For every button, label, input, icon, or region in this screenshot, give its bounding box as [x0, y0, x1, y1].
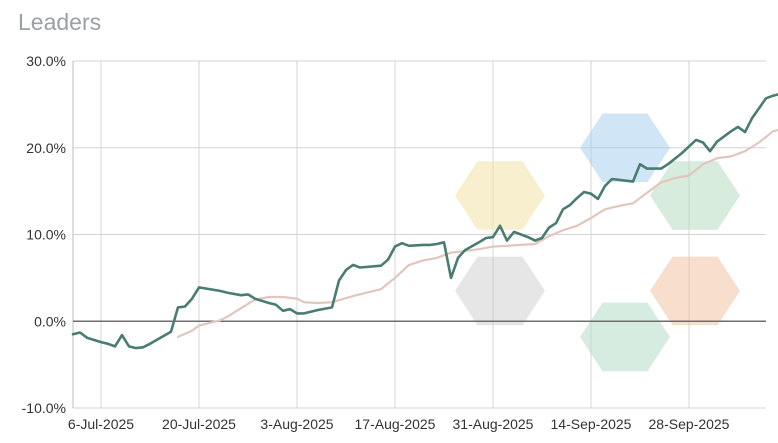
x-tick-label: 17-Aug-2025: [355, 416, 436, 432]
y-tick-label: 10.0%: [26, 227, 66, 243]
hexagon-decoration: [455, 161, 545, 230]
x-tick-label: 3-Aug-2025: [260, 416, 333, 432]
hexagon-decoration: [455, 256, 545, 326]
hexagon-decoration: [580, 113, 670, 182]
grid-layer: [72, 60, 766, 409]
y-tick-labels: -10.0% 0.0% 10.0% 20.0% 30.0%: [22, 53, 66, 416]
x-tick-label: 31-Aug-2025: [453, 416, 534, 432]
x-tick-label: 14-Sep-2025: [551, 416, 632, 432]
y-tick-label: -10.0%: [22, 400, 66, 416]
x-tick-label: 20-Jul-2025: [162, 416, 236, 432]
x-tick-labels: 6-Jul-2025 20-Jul-2025 3-Aug-2025 17-Aug-20…: [68, 416, 730, 432]
series-layer: [71, 93, 778, 350]
series-line-main: [71, 93, 778, 350]
hexagon-decoration: [650, 256, 740, 326]
y-tick-label: 0.0%: [34, 313, 66, 329]
y-tick-label: 30.0%: [26, 53, 66, 69]
x-tick-label: 28-Sep-2025: [649, 416, 730, 432]
y-tick-label: 20.0%: [26, 140, 66, 156]
series-line-benchmark: [176, 128, 778, 338]
chart-title: Leaders: [18, 9, 102, 35]
hexagon-decoration-layer: [455, 113, 740, 372]
hexagon-decoration: [580, 302, 670, 372]
x-tick-label: 6-Jul-2025: [68, 416, 134, 432]
